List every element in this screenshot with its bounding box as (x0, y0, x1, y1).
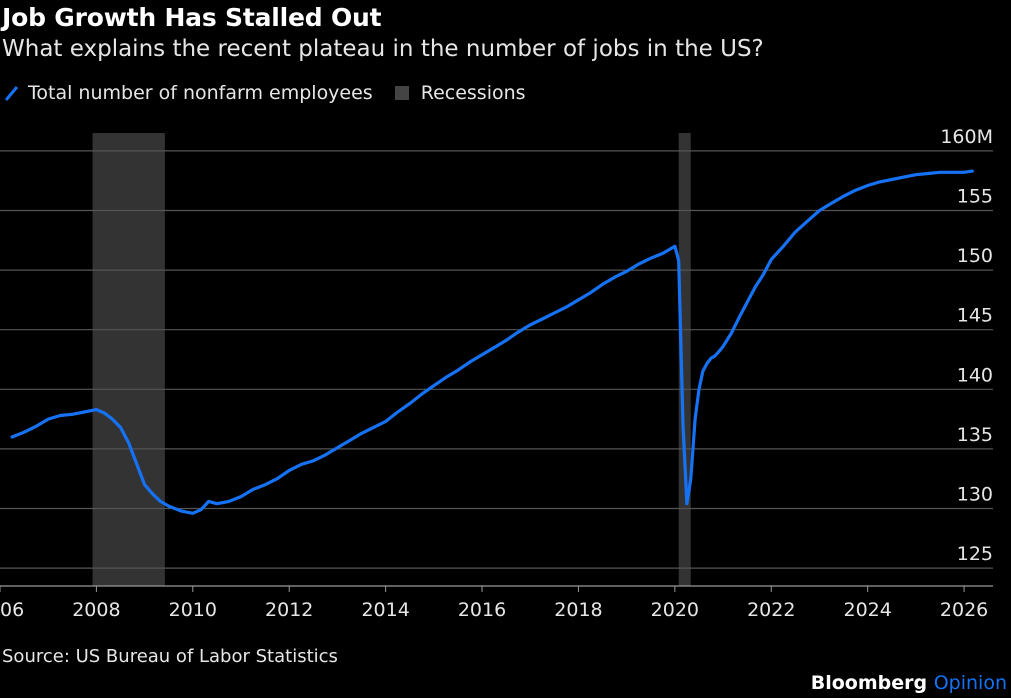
x-tick-label-2024: 2024 (843, 599, 891, 621)
recession-swatch-icon (394, 86, 409, 100)
y-tick-label-160: 160M (940, 126, 993, 148)
brand-secondary: Opinion (933, 672, 1007, 694)
x-tick-label-2006: 2006 (0, 599, 24, 621)
y-tick-label-155: 155 (957, 185, 993, 207)
x-tick-label-2026: 2026 (940, 599, 988, 621)
recession-band-1 (678, 133, 691, 586)
legend-recession-label: Recessions (420, 82, 526, 104)
y-tick-label-135: 135 (957, 424, 993, 446)
y-tick-label-140: 140 (957, 364, 993, 386)
legend-series-label: Total number of nonfarm employees (28, 82, 373, 104)
legend-item-series: Total number of nonfarm employees (4, 82, 373, 104)
source-note: Source: US Bureau of Labor Statistics (2, 646, 338, 667)
x-tick-label-2014: 2014 (361, 599, 409, 621)
x-tick-label-2012: 2012 (265, 599, 313, 621)
legend-item-recessions: Recessions (394, 82, 526, 104)
series-line-0 (10, 169, 974, 515)
x-tick-label-2008: 2008 (72, 599, 120, 621)
y-tick-label-125: 125 (957, 543, 993, 565)
y-tick-label-145: 145 (957, 305, 993, 327)
chart-legend: Total number of nonfarm employees Recess… (4, 82, 548, 104)
x-tick-label-2020: 2020 (651, 599, 699, 621)
y-tick-label-130: 130 (957, 484, 993, 506)
x-tick-label-2016: 2016 (458, 599, 506, 621)
x-tick-label-2010: 2010 (169, 599, 217, 621)
y-tick-label-150: 150 (957, 245, 993, 267)
brand-logo: Bloomberg Opinion (811, 672, 1007, 694)
chart-title: Job Growth Has Stalled Out (2, 3, 382, 32)
x-tick-label-2022: 2022 (747, 599, 795, 621)
chart-subtitle: What explains the recent plateau in the … (2, 36, 764, 62)
recession-band-0 (92, 133, 165, 586)
x-tick-label-2018: 2018 (554, 599, 602, 621)
brand-primary: Bloomberg (810, 672, 928, 694)
